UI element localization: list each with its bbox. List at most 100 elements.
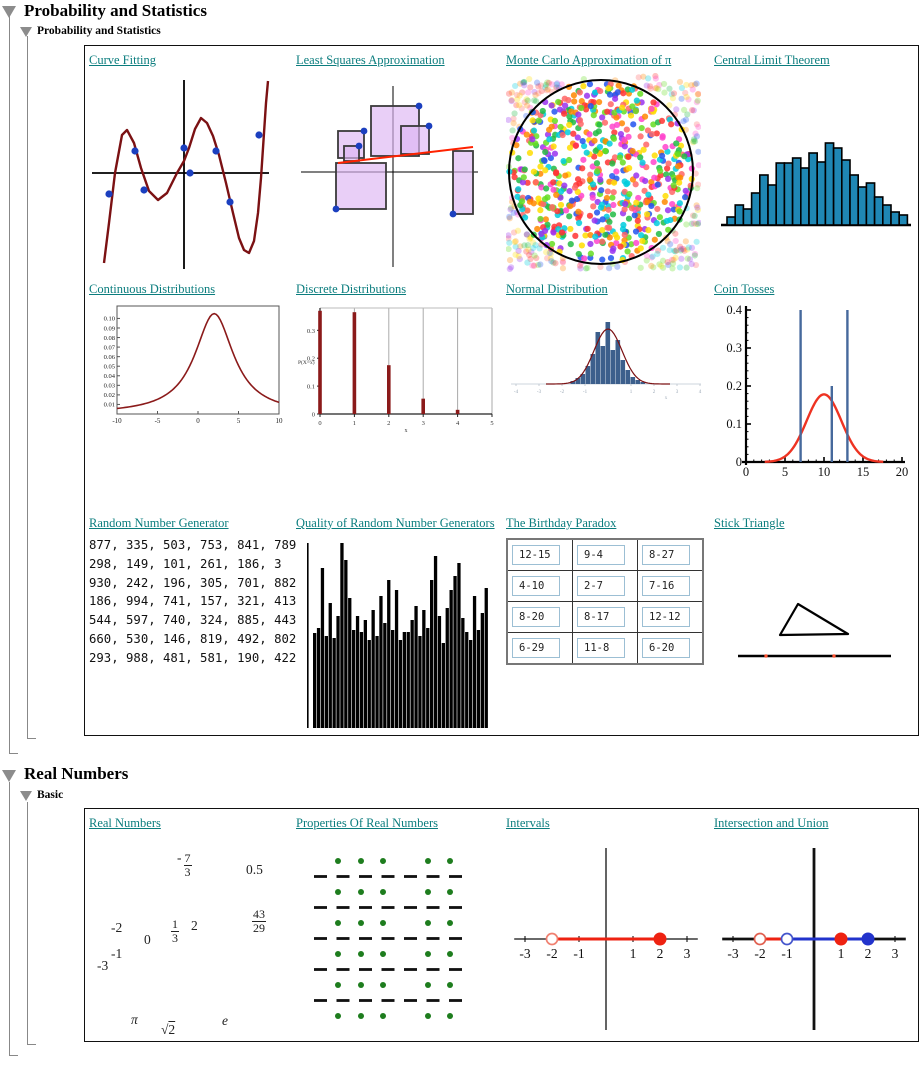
- birthday-cell: 7-16: [637, 570, 704, 602]
- svg-text:-3: -3: [519, 946, 530, 961]
- svg-text:0: 0: [743, 465, 749, 479]
- birthday-cell: 6-29: [506, 632, 573, 665]
- section-title: Probability and Statistics: [24, 1, 207, 20]
- demo-link-stick-triangle[interactable]: Stick Triangle: [714, 516, 785, 530]
- real-number-label: 0.5: [246, 862, 263, 877]
- svg-text:3: 3: [684, 946, 691, 961]
- thumbnail-stick-triangle[interactable]: [714, 556, 909, 691]
- random-number-line: 544, 597, 740, 324, 885, 443: [89, 613, 297, 628]
- svg-text:0.10: 0.10: [104, 316, 115, 323]
- collapse-arrow-icon[interactable]: [2, 6, 16, 18]
- svg-text:0: 0: [196, 417, 200, 425]
- svg-text:-10: -10: [112, 417, 122, 425]
- thumbnail-panel-probability: Curve Fitting Least Squares Approximatio…: [84, 45, 919, 736]
- demo-link-quality-rng[interactable]: Quality of Random Number Generators: [296, 516, 495, 530]
- demo-link-monte-carlo[interactable]: Monte Carlo Approximation of π: [506, 53, 672, 67]
- svg-text:0: 0: [736, 455, 742, 469]
- birthday-value-box: 8-17: [577, 607, 625, 627]
- thumbnail-properties-real-numbers[interactable]: [296, 846, 491, 1051]
- demo-link-intervals[interactable]: Intervals: [506, 816, 550, 830]
- svg-text:3: 3: [422, 420, 425, 427]
- svg-text:1: 1: [838, 946, 845, 961]
- svg-text:0.3: 0.3: [307, 328, 315, 335]
- thumbnail-random-number-generator[interactable]: 877, 335, 503, 753, 841, 789 298, 149, 10…: [89, 536, 296, 668]
- collapse-arrow-icon[interactable]: [20, 27, 32, 37]
- demo-link-discrete-distributions[interactable]: Discrete Distributions: [296, 282, 407, 296]
- thumbnail-discrete-distributions[interactable]: 0 0.1 0.2 0.3 0 1 2 3 4 5 P(X=x) x: [296, 302, 501, 441]
- birthday-cell: 8-27: [637, 538, 704, 571]
- svg-text:3: 3: [892, 946, 899, 961]
- svg-text:0.1: 0.1: [307, 384, 315, 391]
- svg-text:10: 10: [276, 417, 284, 425]
- thumbnail-curve-fitting[interactable]: [89, 73, 279, 278]
- demo-link-properties-real-numbers[interactable]: Properties Of Real Numbers: [296, 816, 438, 830]
- svg-text:2: 2: [387, 420, 390, 427]
- demo-link-random-number-generator[interactable]: Random Number Generator: [89, 516, 229, 530]
- svg-text:20: 20: [896, 465, 909, 479]
- svg-text:10: 10: [818, 465, 831, 479]
- svg-text:P(X=x): P(X=x): [298, 359, 315, 366]
- demo-link-central-limit[interactable]: Central Limit Theorem: [714, 53, 830, 67]
- svg-text:-2: -2: [546, 946, 557, 961]
- demo-link-curve-fitting[interactable]: Curve Fitting: [89, 53, 157, 67]
- thumbnail-intersection-union[interactable]: -3 -2 -1 1 2 3: [714, 834, 914, 1049]
- birthday-value-box: 4-10: [512, 576, 560, 596]
- svg-text:4: 4: [699, 390, 702, 395]
- svg-text:0.2: 0.2: [726, 379, 742, 393]
- random-number-line: 660, 530, 146, 819, 492, 802: [89, 631, 297, 646]
- birthday-value-box: 12-15: [512, 545, 560, 565]
- birthday-value-box: 2-7: [577, 576, 625, 596]
- birthday-value-box: 11-8: [577, 638, 625, 658]
- svg-text:0.01: 0.01: [104, 402, 115, 409]
- thumbnail-least-squares[interactable]: [296, 71, 481, 276]
- thumbnail-central-limit[interactable]: [719, 133, 914, 238]
- collapse-arrow-icon[interactable]: [20, 791, 32, 801]
- section-subtitle: Basic: [37, 789, 64, 801]
- real-number-label: √2: [161, 1022, 176, 1037]
- birthday-value-box: 6-20: [642, 638, 690, 658]
- thumbnail-monte-carlo[interactable]: [505, 72, 703, 278]
- random-number-line: 877, 335, 503, 753, 841, 789: [89, 538, 297, 552]
- birthday-cell: 11-8: [572, 632, 638, 665]
- svg-text:5: 5: [490, 420, 493, 427]
- birthday-value-box: 12-12: [642, 607, 690, 627]
- svg-text:5: 5: [237, 417, 241, 425]
- thumbnail-coin-tosses[interactable]: 0 5 10 15 20 0 0.1 0.2 0.3 0.4: [724, 302, 909, 487]
- random-number-line: 293, 988, 481, 581, 190, 422: [89, 650, 297, 665]
- svg-text:15: 15: [857, 465, 870, 479]
- thumbnail-intervals[interactable]: -3 -2 -1 1 2 3: [506, 834, 706, 1049]
- svg-text:0.07: 0.07: [104, 344, 116, 351]
- random-number-line: 930, 242, 196, 305, 701, 882: [89, 575, 297, 590]
- svg-text:x: x: [665, 396, 668, 401]
- thumbnail-real-numbers[interactable]: 0.5 -7 3 -2 0 1 3 2 43 29 -1 -3 π √2 e: [89, 836, 289, 1041]
- demo-link-normal-distribution[interactable]: Normal Distribution: [506, 282, 608, 296]
- demo-link-continuous-distributions[interactable]: Continuous Distributions: [89, 282, 216, 296]
- birthday-value-box: 6-29: [512, 638, 560, 658]
- demo-link-birthday-paradox[interactable]: The Birthday Paradox: [506, 516, 617, 530]
- demo-link-least-squares[interactable]: Least Squares Approximation: [296, 53, 445, 67]
- svg-text:5: 5: [782, 465, 788, 479]
- svg-text:-2: -2: [754, 946, 765, 961]
- thumbnail-normal-distribution[interactable]: -4 -3 -2 -1 1 2 3 4 x: [506, 304, 706, 412]
- svg-text:1: 1: [630, 946, 637, 961]
- demo-link-real-numbers[interactable]: Real Numbers: [89, 816, 161, 830]
- svg-text:-1: -1: [583, 390, 588, 395]
- real-number-label: 0: [144, 932, 151, 947]
- tree-line: [9, 16, 18, 754]
- thumbnail-quality-rng[interactable]: [301, 536, 491, 736]
- section-title: Real Numbers: [24, 764, 129, 783]
- demo-link-intersection-union[interactable]: Intersection and Union: [714, 816, 829, 830]
- thumbnail-continuous-distributions[interactable]: 0.01 0.02 0.03 0.04 0.05 0.06 0.07 0.08 0.09 0.10…: [89, 302, 284, 431]
- birthday-value-box: 7-16: [642, 576, 690, 596]
- svg-text:2: 2: [657, 946, 664, 961]
- thumbnail-birthday-paradox[interactable]: 12-15 9-4 8-27 4-10 2-7 7-16 8-20 8-17 12-12 6-29…: [506, 538, 704, 665]
- birthday-cell: 6-20: [637, 632, 704, 665]
- birthday-value-box: 9-4: [577, 545, 625, 565]
- svg-text:0.1: 0.1: [726, 417, 742, 431]
- real-number-label: π: [131, 1012, 138, 1027]
- demo-link-coin-tosses[interactable]: Coin Tosses: [714, 282, 775, 296]
- svg-text:0.4: 0.4: [726, 303, 742, 317]
- tree-line: [9, 782, 18, 1056]
- collapse-arrow-icon[interactable]: [2, 770, 16, 782]
